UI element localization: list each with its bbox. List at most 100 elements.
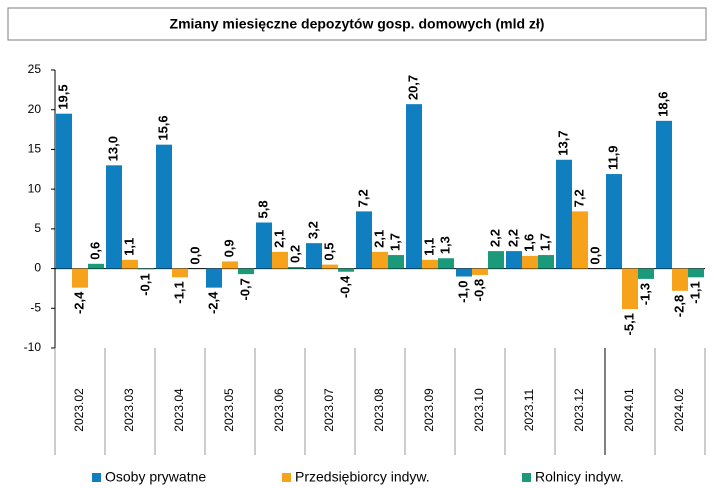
- x-tick-label: 2023.05: [222, 388, 236, 432]
- value-label: 3,2: [305, 221, 320, 239]
- value-label: 2,1: [271, 230, 286, 248]
- bar: [256, 222, 272, 269]
- bar: [688, 268, 704, 278]
- legend-label: Osoby prywatne: [105, 469, 206, 485]
- value-label: -0,4: [337, 275, 352, 298]
- bar: [506, 251, 522, 269]
- value-label: -1,0: [455, 281, 470, 303]
- x-tick-label: 2024.01: [622, 388, 636, 432]
- bar: [272, 251, 288, 269]
- legend-label: Przedsiębiorcy indyw.: [295, 469, 430, 485]
- bar: [322, 264, 338, 269]
- bar: [406, 104, 422, 269]
- bar: [388, 255, 404, 269]
- value-label: 1,7: [537, 233, 552, 251]
- x-tick-label: 2023.10: [472, 388, 486, 432]
- value-label: 1,7: [387, 233, 402, 251]
- value-label: 19,5: [55, 84, 70, 109]
- value-label: 2,2: [487, 229, 502, 247]
- bar: [656, 120, 672, 269]
- x-tick-label: 2023.07: [322, 388, 336, 432]
- y-tick-label: 5: [34, 221, 41, 235]
- value-label: 7,2: [571, 189, 586, 207]
- value-label: 7,2: [355, 189, 370, 207]
- value-label: -0,7: [237, 278, 252, 300]
- x-tick-label: 2023.08: [372, 388, 386, 432]
- x-tick-label: 2024.02: [672, 388, 686, 432]
- y-tick-label: -10: [24, 340, 42, 354]
- bar: [72, 268, 88, 288]
- bar: [538, 255, 554, 269]
- bar: [172, 268, 188, 278]
- bar: [456, 268, 472, 277]
- value-label: -1,1: [687, 281, 702, 303]
- bar: [306, 243, 322, 269]
- x-tick-label: 2023.04: [172, 388, 186, 432]
- legend-label: Rolnicy indyw.: [535, 469, 624, 485]
- value-label: 0,0: [187, 246, 202, 264]
- x-tick-label: 2023.09: [422, 388, 436, 432]
- value-label: 20,7: [405, 75, 420, 100]
- legend-swatch: [92, 473, 101, 482]
- value-label: 1,3: [437, 236, 452, 254]
- value-label: 0,0: [587, 246, 602, 264]
- value-label: 13,0: [105, 136, 120, 161]
- y-tick-label: 10: [28, 181, 42, 195]
- value-label: -0,1: [137, 273, 152, 295]
- bar: [556, 159, 572, 269]
- bar: [438, 258, 454, 269]
- bar: [88, 263, 104, 269]
- bar: [572, 211, 588, 269]
- value-label: -2,4: [205, 291, 220, 314]
- bar: [222, 261, 238, 269]
- value-label: 0,5: [321, 243, 336, 261]
- value-label: -1,1: [171, 281, 186, 303]
- value-label: -2,8: [671, 295, 686, 317]
- value-label: 2,2: [505, 229, 520, 247]
- bar: [422, 259, 438, 269]
- bar: [56, 113, 72, 269]
- bar: [372, 251, 388, 269]
- bar: [672, 268, 688, 291]
- value-label: 15,6: [155, 115, 170, 140]
- y-tick-label: 20: [28, 102, 42, 116]
- value-label: 1,1: [421, 238, 436, 256]
- value-label: 0,2: [287, 245, 302, 263]
- value-label: -2,4: [71, 291, 86, 314]
- bar: [238, 268, 254, 275]
- value-label: -5,1: [621, 313, 636, 335]
- bar: [606, 174, 622, 269]
- x-tick-label: 2023.03: [122, 388, 136, 432]
- bar: [288, 266, 304, 269]
- y-tick-label: -5: [30, 300, 41, 314]
- y-tick-label: 0: [34, 261, 41, 275]
- value-label: 2,1: [371, 230, 386, 248]
- bar: [206, 268, 222, 288]
- bar: [338, 268, 354, 272]
- legend-swatch: [522, 473, 531, 482]
- y-tick-label: 25: [28, 62, 42, 76]
- title-box: [7, 7, 707, 41]
- x-tick-label: 2023.06: [272, 388, 286, 432]
- chart-title: Zmiany miesięczne depozytów gosp. domowy…: [170, 16, 545, 32]
- bar: [522, 255, 538, 269]
- bar: [622, 268, 638, 310]
- value-label: 5,8: [255, 200, 270, 218]
- value-label: 18,6: [655, 92, 670, 117]
- x-tick-label: 2023.02: [72, 388, 86, 432]
- value-label: 11,9: [605, 145, 620, 170]
- value-label: 0,6: [87, 242, 102, 260]
- bar: [106, 165, 122, 269]
- value-label: 1,1: [121, 238, 136, 256]
- bar: [122, 259, 138, 269]
- bar: [356, 211, 372, 269]
- bar: [638, 268, 654, 279]
- value-label: -0,8: [471, 279, 486, 301]
- value-label: 0,9: [221, 239, 236, 257]
- bar: [488, 251, 504, 269]
- value-label: -1,3: [637, 283, 652, 305]
- bar: [472, 268, 488, 275]
- bar: [138, 268, 154, 270]
- value-label: 13,7: [555, 130, 570, 155]
